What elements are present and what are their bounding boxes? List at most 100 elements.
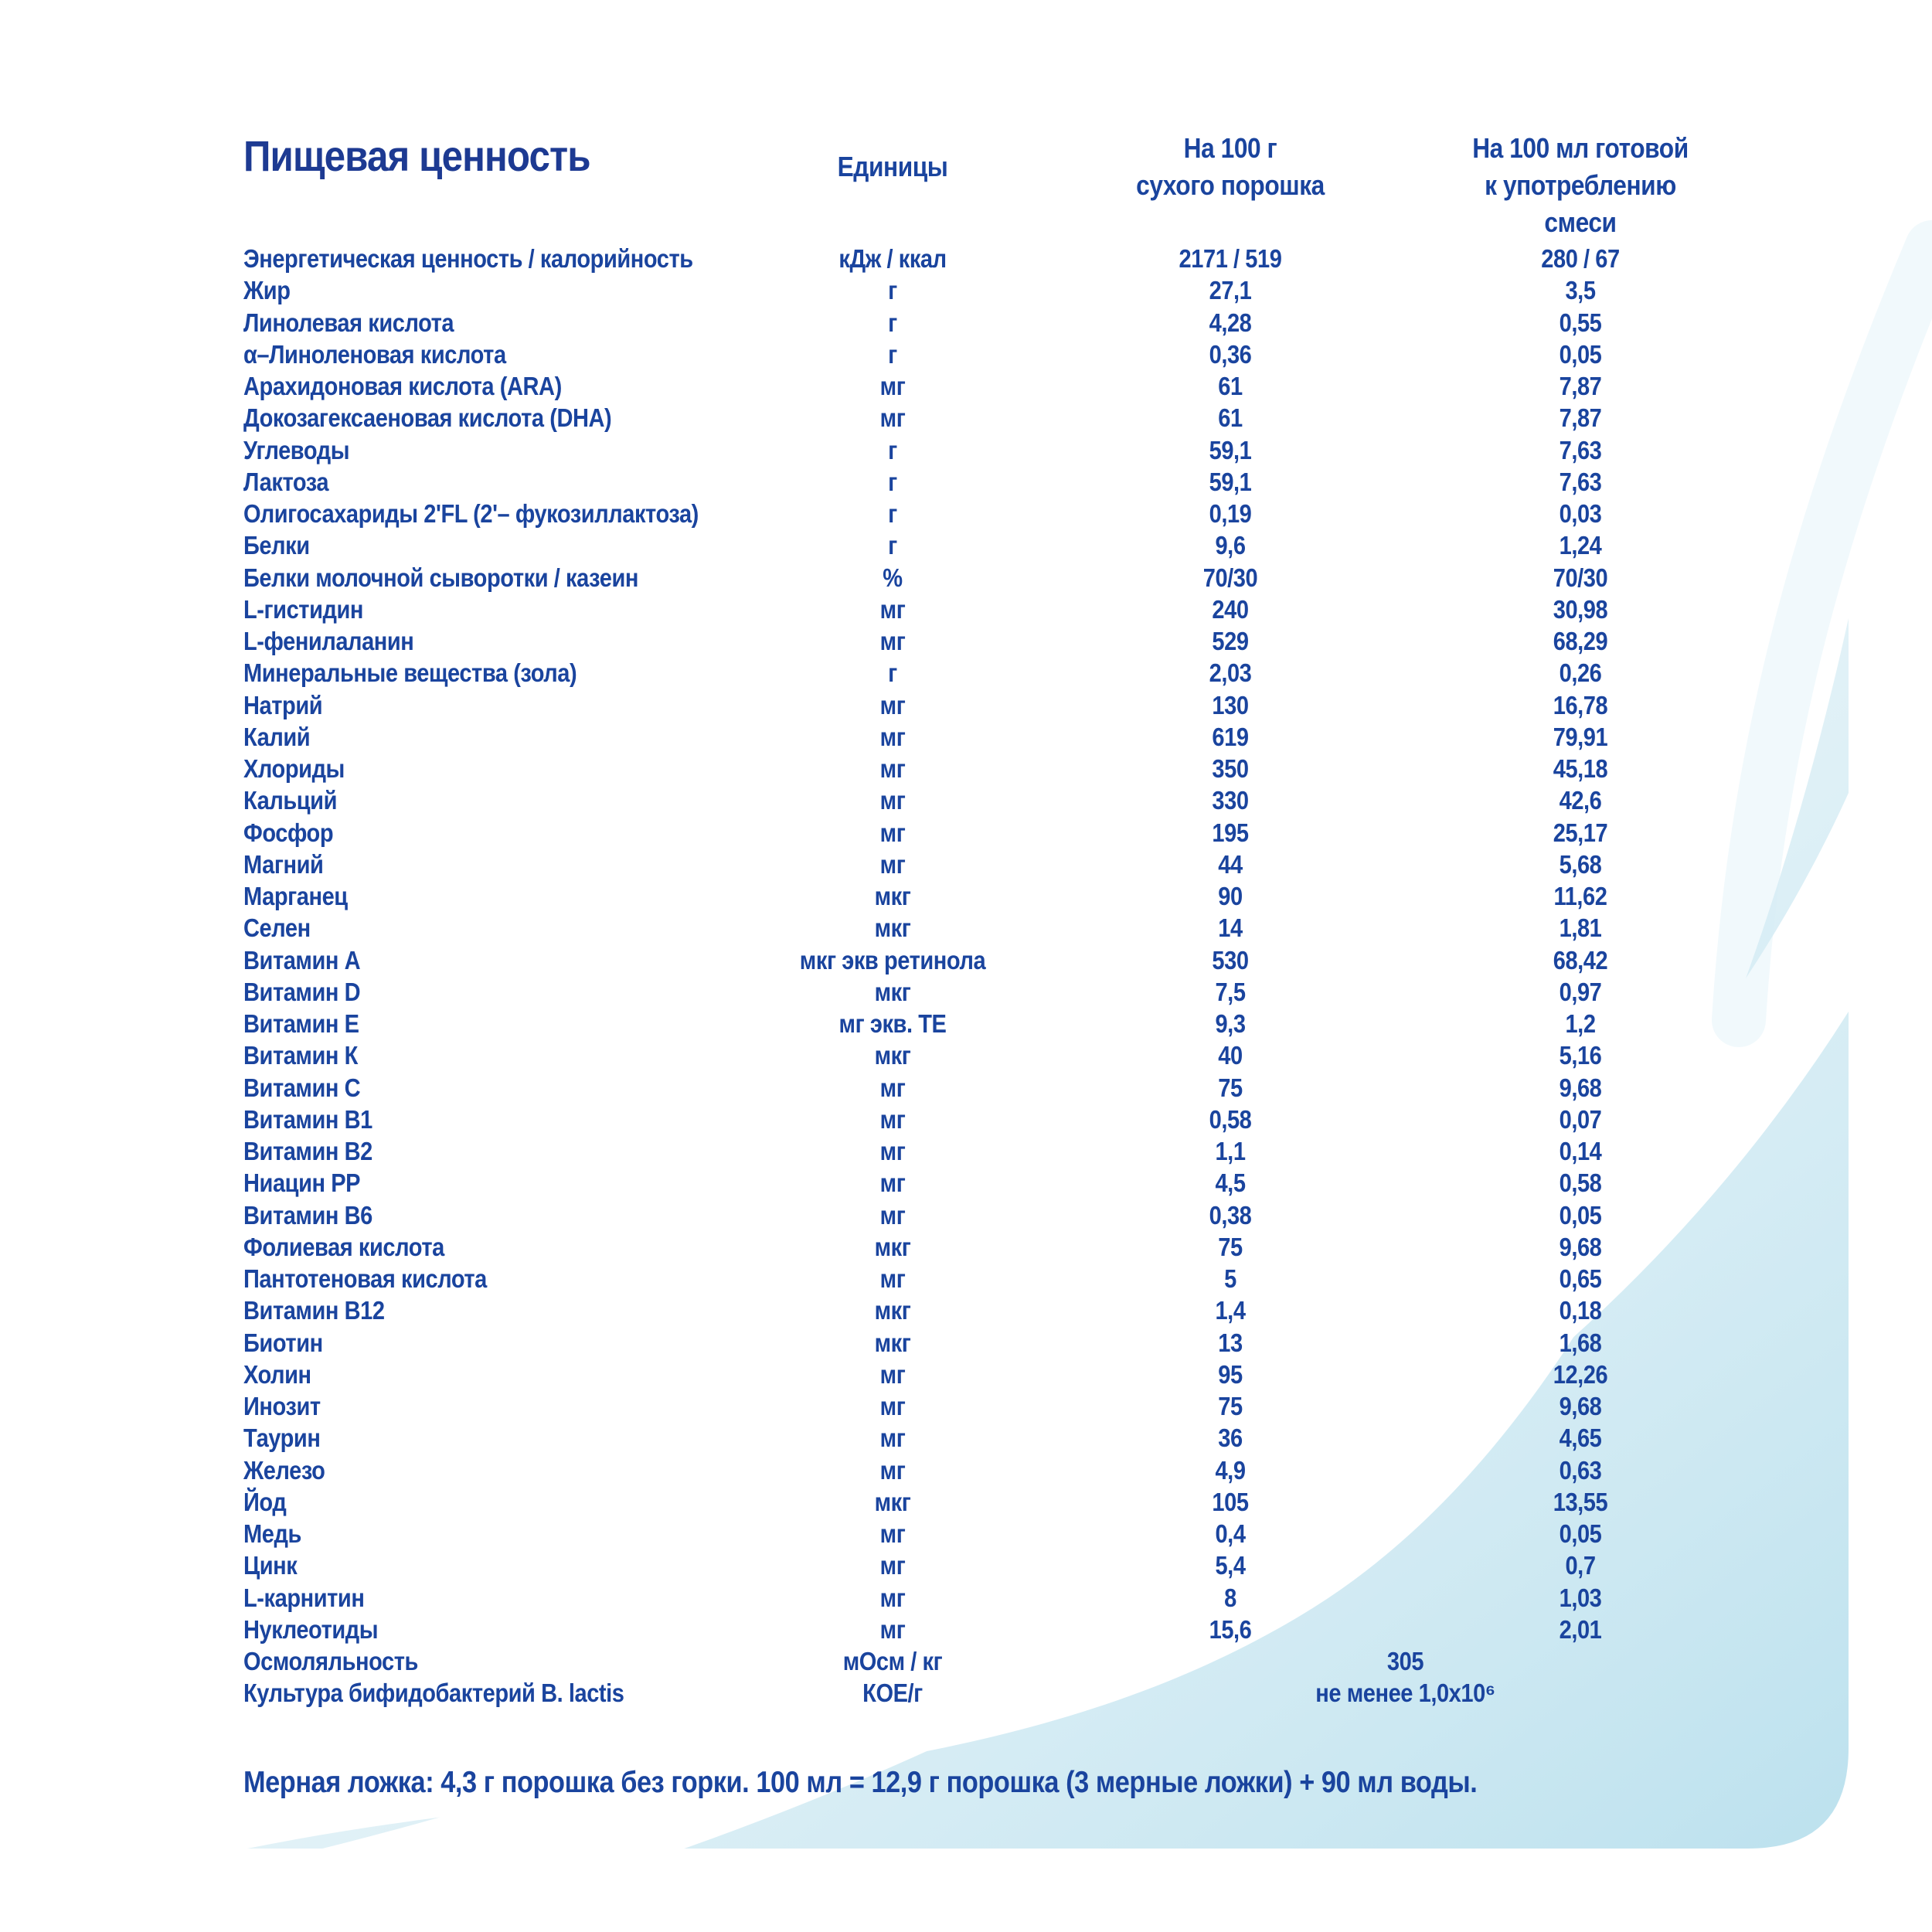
table-row: Нуклеотиды мг 15,6 2,01 (0, 1614, 1932, 1645)
value-per-100ml: 0,14 (1559, 1137, 1602, 1165)
value-per-100ml: 13,55 (1553, 1487, 1608, 1516)
value-per-100ml: 45,18 (1553, 754, 1608, 783)
value-per-100ml: 0,07 (1559, 1104, 1602, 1134)
value-per-100g: 529 (1212, 627, 1249, 655)
value-per-100ml: 9,68 (1559, 1073, 1602, 1102)
table-row: Холин мг 95 12,26 (0, 1359, 1932, 1390)
value-per-100g: 1,1 (1215, 1137, 1246, 1165)
nutrient-name: Углеводы (243, 435, 350, 464)
table-row: Культура бифидобактерий B. lactis КОЕ/г … (0, 1677, 1932, 1709)
table-row: Витамин D мкг 7,5 0,97 (0, 976, 1932, 1008)
table-row: Железо мг 4,9 0,63 (0, 1454, 1932, 1486)
value-per-100ml: 2,01 (1559, 1614, 1602, 1644)
value-per-100g: 36 (1218, 1423, 1243, 1453)
nutrient-units: мг (879, 1359, 906, 1389)
nutrient-name: Калий (243, 722, 311, 751)
nutrient-name: Витамин А (243, 945, 361, 975)
value-merged: 305 (1386, 1647, 1424, 1675)
value-per-100g: 195 (1212, 818, 1249, 847)
table-row: Пантотеновая кислота мг 5 0,65 (0, 1263, 1932, 1294)
table-row: Медь мг 0,4 0,05 (0, 1518, 1932, 1549)
column-header-units: Единицы (837, 151, 948, 182)
nutrient-units: мг (879, 1551, 906, 1580)
value-per-100ml: 0,55 (1559, 308, 1602, 337)
nutrient-units: г (888, 467, 897, 496)
nutrient-units: г (888, 435, 897, 464)
value-per-100ml: 70/30 (1553, 563, 1608, 592)
value-per-100g: 0,19 (1209, 499, 1252, 528)
value-per-100ml: 7,87 (1559, 403, 1602, 433)
table-row: Витамин А мкг экв ретинола 530 68,42 (0, 944, 1932, 976)
blue-wash-shape (247, 618, 1849, 1849)
value-per-100g: 1,4 (1215, 1296, 1246, 1325)
value-per-100ml: 12,26 (1553, 1359, 1608, 1389)
table-row: Йод мкг 105 13,55 (0, 1486, 1932, 1518)
nutrient-name: Витамин К (243, 1041, 358, 1070)
nutrient-name: Таурин (243, 1423, 321, 1453)
table-row: Углеводы г 59,1 7,63 (0, 434, 1932, 466)
nutrient-units: мг (879, 1614, 906, 1644)
nutrient-name: Пантотеновая кислота (243, 1264, 487, 1293)
nutrient-units: мг (879, 403, 906, 433)
nutrient-units: мг экв. ТЕ (838, 1009, 947, 1038)
value-per-100ml: 0,05 (1559, 339, 1602, 369)
value-per-100g: 0,38 (1209, 1200, 1252, 1230)
nutrient-units: г (888, 531, 897, 560)
value-per-100ml: 3,5 (1565, 276, 1596, 305)
nutrient-units: мкг (874, 882, 911, 910)
nutrient-units: г (888, 658, 897, 688)
value-per-100g: 4,9 (1215, 1455, 1246, 1485)
value-per-100g: 9,6 (1215, 531, 1246, 560)
value-per-100g: 7,5 (1215, 977, 1246, 1006)
nutrient-name: Осмоляльность (243, 1647, 418, 1675)
nutrient-name: Холин (243, 1359, 311, 1389)
value-per-100ml: 25,17 (1553, 818, 1608, 847)
value-per-100g: 95 (1218, 1359, 1243, 1389)
nutrient-units: мкг (874, 1487, 911, 1516)
value-per-100g: 330 (1212, 786, 1249, 815)
nutrient-units: мкг (874, 1328, 911, 1357)
nutrient-name: Биотин (243, 1328, 323, 1357)
nutrient-units: мг (879, 1137, 906, 1165)
table-row: Витамин К мкг 40 5,16 (0, 1039, 1932, 1071)
value-per-100ml: 79,91 (1553, 722, 1608, 751)
nutrient-units: мг (879, 849, 906, 879)
nutrient-name: Витамин В2 (243, 1137, 372, 1165)
column-header-per-100g: На 100 г сухого порошка (1136, 132, 1325, 201)
value-per-100ml: 1,24 (1559, 531, 1602, 560)
nutrient-units: мкг (874, 1041, 911, 1070)
table-row: L-фенилаланин мг 529 68,29 (0, 625, 1932, 657)
value-per-100g: 90 (1218, 882, 1243, 910)
value-per-100g: 4,28 (1209, 308, 1252, 337)
nutrient-units: % (883, 563, 903, 592)
value-per-100g: 0,4 (1215, 1519, 1246, 1548)
value-per-100g: 15,6 (1209, 1614, 1252, 1644)
nutrient-units: мг (879, 690, 906, 719)
table-row: Осмоляльность мОсм / кг 305 (0, 1645, 1932, 1677)
nutrient-units: мг (879, 1392, 906, 1420)
value-per-100ml: 11,62 (1553, 882, 1607, 910)
nutrient-units: г (888, 499, 897, 528)
nutrient-name: Нуклеотиды (243, 1614, 379, 1644)
table-row: L-карнитин мг 8 1,03 (0, 1582, 1932, 1614)
nutrient-name: α–Линоленовая кислота (243, 339, 506, 369)
value-per-100g: 75 (1218, 1392, 1243, 1420)
nutrient-name: Энергетическая ценность / калорийность (243, 244, 693, 273)
nutrient-name: Витамин D (243, 977, 361, 1006)
value-per-100ml: 0,7 (1565, 1551, 1596, 1580)
value-per-100ml: 7,63 (1559, 467, 1602, 496)
table-row: Витамин В1 мг 0,58 0,07 (0, 1104, 1932, 1135)
nutrient-name: L-фенилаланин (243, 627, 414, 655)
value-per-100ml: 68,29 (1553, 627, 1608, 655)
column-header-per-100ml: На 100 мл готовой к употреблению смеси (1472, 132, 1689, 238)
white-swoosh-band (103, 674, 1932, 1932)
nutrient-units: мг (879, 1455, 906, 1485)
nutrient-units: мОсм / кг (842, 1647, 943, 1675)
value-per-100g: 75 (1218, 1232, 1243, 1261)
nutrient-units: мг (879, 722, 906, 751)
value-per-100ml: 0,18 (1559, 1296, 1602, 1325)
table-row: α–Линоленовая кислота г 0,36 0,05 (0, 338, 1932, 370)
nutrient-units: мг (879, 786, 906, 815)
value-per-100ml: 16,78 (1553, 690, 1608, 719)
